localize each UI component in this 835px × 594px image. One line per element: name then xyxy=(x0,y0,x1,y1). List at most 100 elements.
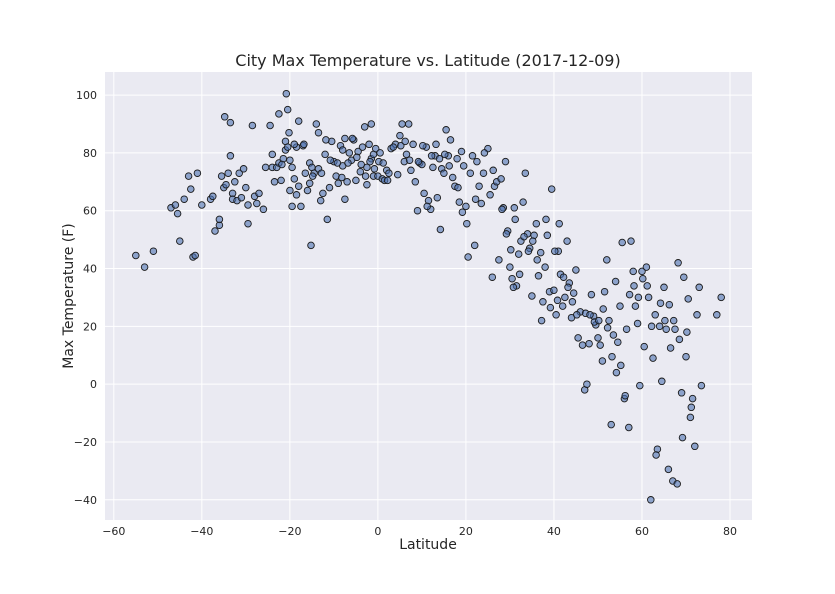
data-point xyxy=(317,169,326,177)
data-point xyxy=(244,219,252,228)
data-point xyxy=(411,178,420,186)
data-point xyxy=(618,238,626,247)
data-point xyxy=(285,128,293,137)
data-point xyxy=(466,169,475,177)
data-point xyxy=(334,179,343,188)
data-point xyxy=(352,176,360,185)
data-point xyxy=(325,183,334,192)
data-point xyxy=(459,162,468,170)
data-point xyxy=(475,182,483,190)
data-point xyxy=(407,166,415,175)
y-tick-label: −40 xyxy=(74,494,97,507)
data-point xyxy=(666,344,675,352)
data-point xyxy=(398,120,406,128)
data-point xyxy=(345,149,354,157)
data-point xyxy=(511,215,519,224)
data-point xyxy=(222,180,230,189)
data-point xyxy=(278,160,286,169)
data-point xyxy=(237,193,246,202)
data-point xyxy=(224,169,232,177)
data-point xyxy=(683,328,691,336)
data-point xyxy=(633,319,642,328)
data-point xyxy=(322,136,330,144)
data-point xyxy=(441,150,449,159)
data-point xyxy=(173,209,182,218)
data-point xyxy=(574,334,582,342)
data-point xyxy=(436,225,445,234)
data-point xyxy=(586,311,594,319)
data-point xyxy=(508,274,516,283)
data-point xyxy=(365,140,373,149)
data-point xyxy=(630,282,638,290)
data-point xyxy=(376,149,384,157)
data-point xyxy=(341,134,349,143)
data-point xyxy=(528,292,536,300)
data-point xyxy=(625,290,634,299)
data-point xyxy=(477,199,486,208)
data-point xyxy=(514,250,523,258)
data-point xyxy=(338,173,346,182)
data-point xyxy=(536,248,545,257)
data-point xyxy=(515,270,524,279)
data-point xyxy=(507,246,515,254)
data-point xyxy=(497,175,505,183)
data-point xyxy=(312,120,321,128)
data-point xyxy=(366,157,374,166)
data-point xyxy=(655,322,664,331)
data-point xyxy=(572,266,580,274)
data-point xyxy=(457,147,466,156)
x-tick-label: −40 xyxy=(190,525,213,538)
data-point xyxy=(547,185,556,193)
data-point xyxy=(559,273,568,281)
data-point xyxy=(462,202,470,211)
data-point xyxy=(688,394,697,403)
data-point xyxy=(611,277,620,286)
data-point xyxy=(510,204,519,212)
data-point xyxy=(402,150,411,159)
data-point xyxy=(432,140,440,149)
data-point xyxy=(524,247,533,255)
data-point xyxy=(640,342,648,351)
data-point xyxy=(397,141,405,150)
data-point xyxy=(341,195,349,203)
data-point xyxy=(603,324,612,332)
data-point xyxy=(638,267,646,276)
data-point xyxy=(488,273,497,281)
data-point xyxy=(463,219,471,228)
data-point xyxy=(353,153,361,162)
data-point xyxy=(695,283,703,292)
data-point xyxy=(486,191,494,199)
x-axis-label: Latitude xyxy=(399,537,457,553)
x-tick-label: −20 xyxy=(278,525,301,538)
data-point xyxy=(489,166,497,175)
data-point xyxy=(215,215,224,224)
data-point xyxy=(682,352,690,361)
data-point xyxy=(180,195,188,203)
data-point xyxy=(587,290,596,299)
data-point xyxy=(303,186,312,195)
data-point xyxy=(132,251,140,260)
data-point xyxy=(506,263,514,271)
data-point xyxy=(519,198,527,206)
data-point xyxy=(261,163,270,172)
data-point xyxy=(495,256,503,264)
data-point xyxy=(686,413,695,422)
data-point xyxy=(464,253,472,261)
data-point xyxy=(308,172,317,180)
data-point xyxy=(502,230,511,238)
data-point xyxy=(509,283,518,292)
data-point xyxy=(286,156,294,164)
data-point xyxy=(598,357,607,365)
data-point xyxy=(409,140,417,149)
chart-title: City Max Temperature vs. Latitude (2017-… xyxy=(235,51,620,70)
data-point xyxy=(176,237,184,245)
data-point xyxy=(404,120,413,128)
data-point xyxy=(217,172,226,180)
data-point xyxy=(414,157,423,166)
data-point xyxy=(607,420,615,429)
data-point xyxy=(617,361,625,370)
x-tick-label: 40 xyxy=(547,525,561,538)
data-point xyxy=(445,162,453,170)
data-point xyxy=(578,341,587,349)
